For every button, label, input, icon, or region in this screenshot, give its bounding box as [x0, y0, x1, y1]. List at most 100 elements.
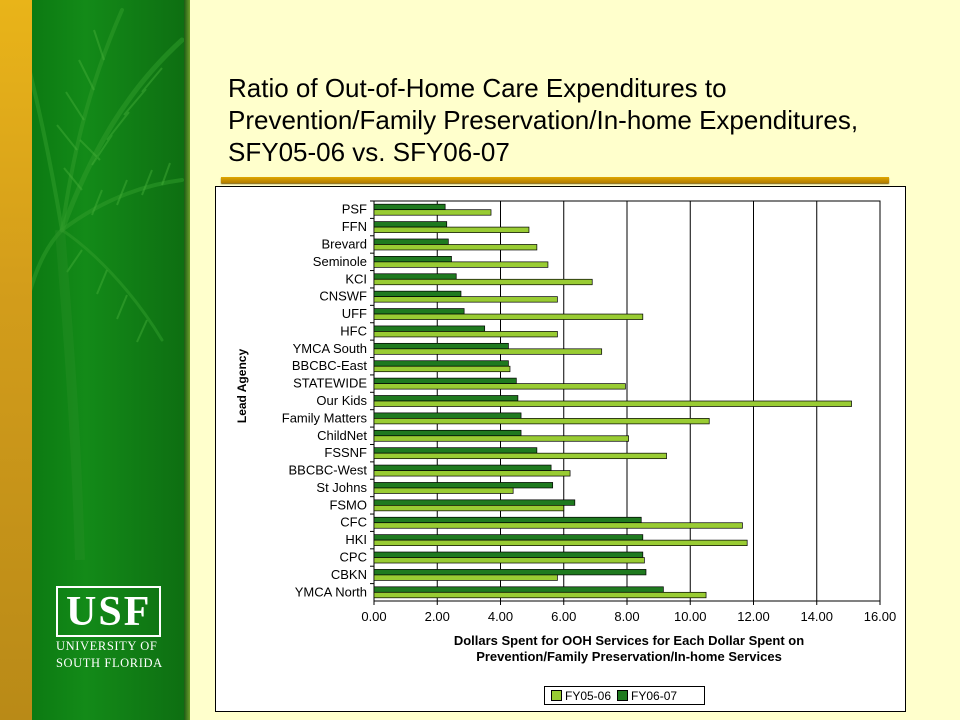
bar-fy0607: [373, 256, 452, 263]
category-label: YMCA North: [295, 584, 367, 599]
bar-fy0506: [373, 591, 707, 599]
category-label: HFC: [340, 323, 367, 338]
y-axis-title: Lead Agency: [235, 349, 249, 424]
x-axis-title-line2: Prevention/Family Preservation/In-home S…: [476, 649, 782, 664]
bar-fy0607: [373, 586, 664, 593]
bar-fy0607: [373, 429, 522, 437]
category-label: UFF: [342, 306, 367, 321]
category-label: KCI: [345, 271, 367, 286]
category-label: FSMO: [329, 497, 367, 512]
legend-swatch-fy0506: [551, 690, 562, 701]
bar-fy0607: [373, 447, 538, 454]
bar-chart: 0.00 2.00 4.00 6.00 8.00 10.00 12.00 14.00 16.00…: [235, 200, 897, 664]
x-tick-label: 12.00: [737, 609, 770, 624]
bar-fy0607: [373, 464, 552, 471]
bar-fy0506: [373, 539, 748, 546]
legend-swatch-fy0607: [617, 690, 629, 701]
usf-logo-letters: USF: [56, 586, 162, 637]
category-label: Seminole: [313, 254, 367, 269]
x-tick-label: 0.00: [361, 609, 386, 624]
x-tick-label: 16.00: [864, 609, 897, 624]
legend-label-fy0506: FY05-06: [565, 688, 612, 703]
panel-edge: [184, 0, 190, 720]
category-label: BBCBC-West: [289, 463, 368, 478]
bar-fy0607: [373, 360, 509, 367]
bar-fy0506: [373, 296, 558, 303]
bar-fy0506: [373, 435, 629, 442]
bar-fy0607: [373, 412, 522, 419]
bar-fy0506: [373, 365, 511, 373]
bar-fy0506: [373, 418, 710, 425]
category-label: BBCBC-East: [292, 358, 368, 373]
palm-frond-decoration: [32, 8, 184, 343]
bar-fy0607: [373, 377, 517, 384]
bar-fy0506: [373, 504, 565, 512]
x-tick-label: 14.00: [800, 609, 833, 624]
bar-fy0607: [373, 482, 554, 489]
category-label: STATEWIDE: [293, 376, 367, 391]
usf-logo-line2: SOUTH FLORIDA: [56, 656, 163, 670]
slide-title: Ratio of Out-of-Home Care Expenditures t…: [228, 73, 859, 167]
chart-legend: FY05-06 FY06-07: [544, 686, 705, 705]
bar-fy0506: [373, 261, 549, 268]
x-tick-label: 2.00: [425, 609, 450, 624]
x-tick-label: 10.00: [674, 609, 707, 624]
category-label: CPC: [340, 550, 367, 565]
bar-fy0506: [373, 470, 571, 477]
category-label: FSSNF: [324, 445, 367, 460]
x-axis-title-line1: Dollars Spent for OOH Services for Each …: [454, 633, 804, 648]
bar-fy0506: [373, 557, 645, 564]
bar-fy0607: [373, 342, 509, 350]
category-label: Brevard: [321, 236, 367, 251]
palm-trunk-decoration: [55, 229, 85, 561]
legend-label-fy0607: FY06-07: [631, 688, 678, 703]
bar-fy0607: [373, 290, 462, 298]
title-underline: [221, 177, 889, 183]
x-tick-label: 8.00: [614, 609, 639, 624]
category-label: St Johns: [316, 480, 367, 495]
category-label: Our Kids: [316, 393, 367, 408]
bar-fy0607: [373, 325, 486, 332]
legend-item-fy0506: FY05-06: [551, 689, 611, 703]
bar-fy0506: [373, 522, 743, 529]
bar-fy0506: [373, 452, 667, 460]
bar-fy0506: [373, 278, 593, 286]
category-label: HKI: [345, 532, 367, 547]
bar-fy0506: [373, 400, 852, 407]
bar-fy0506: [373, 383, 626, 390]
usf-logo: USF UNIVERSITY OF SOUTH FLORIDA: [56, 586, 174, 671]
bar-fy0607: [373, 516, 642, 524]
category-label: CNSWF: [319, 289, 367, 304]
category-label: PSF: [342, 202, 367, 217]
category-label: CFC: [340, 515, 367, 530]
left-accent-bar: [0, 0, 32, 720]
bar-fy0607: [373, 395, 519, 402]
bar-fy0607: [373, 499, 576, 506]
bar-fy0607: [373, 238, 449, 245]
bar-fy0607: [373, 551, 644, 558]
bar-fy0506: [373, 574, 558, 581]
category-label: Family Matters: [282, 410, 368, 425]
x-tick-label: 4.00: [488, 609, 513, 624]
bar-fy0506: [373, 487, 514, 494]
legend-item-fy0607: FY06-07: [617, 689, 677, 703]
bar-fy0607: [373, 221, 448, 228]
bar-fy0506: [373, 209, 492, 216]
category-label: ChildNet: [317, 428, 367, 443]
bar-fy0607: [373, 273, 457, 280]
bar-fy0506: [373, 226, 530, 233]
bar-fy0506: [373, 313, 644, 320]
x-tick-label: 6.00: [551, 609, 576, 624]
category-label: FFN: [342, 219, 367, 234]
bar-fy0506: [373, 348, 603, 355]
chart-frame: 0.00 2.00 4.00 6.00 8.00 10.00 12.00 14.00 16.00…: [215, 186, 906, 712]
bar-fy0607: [373, 308, 465, 315]
bar-fy0607: [373, 569, 647, 576]
category-label: YMCA South: [293, 341, 367, 356]
bar-fy0607: [373, 203, 446, 211]
usf-logo-line1: UNIVERSITY OF: [56, 639, 158, 653]
bar-fy0506: [373, 244, 538, 251]
bar-fy0506: [373, 331, 558, 338]
bar-fy0607: [373, 534, 644, 541]
category-label: CBKN: [331, 567, 367, 582]
